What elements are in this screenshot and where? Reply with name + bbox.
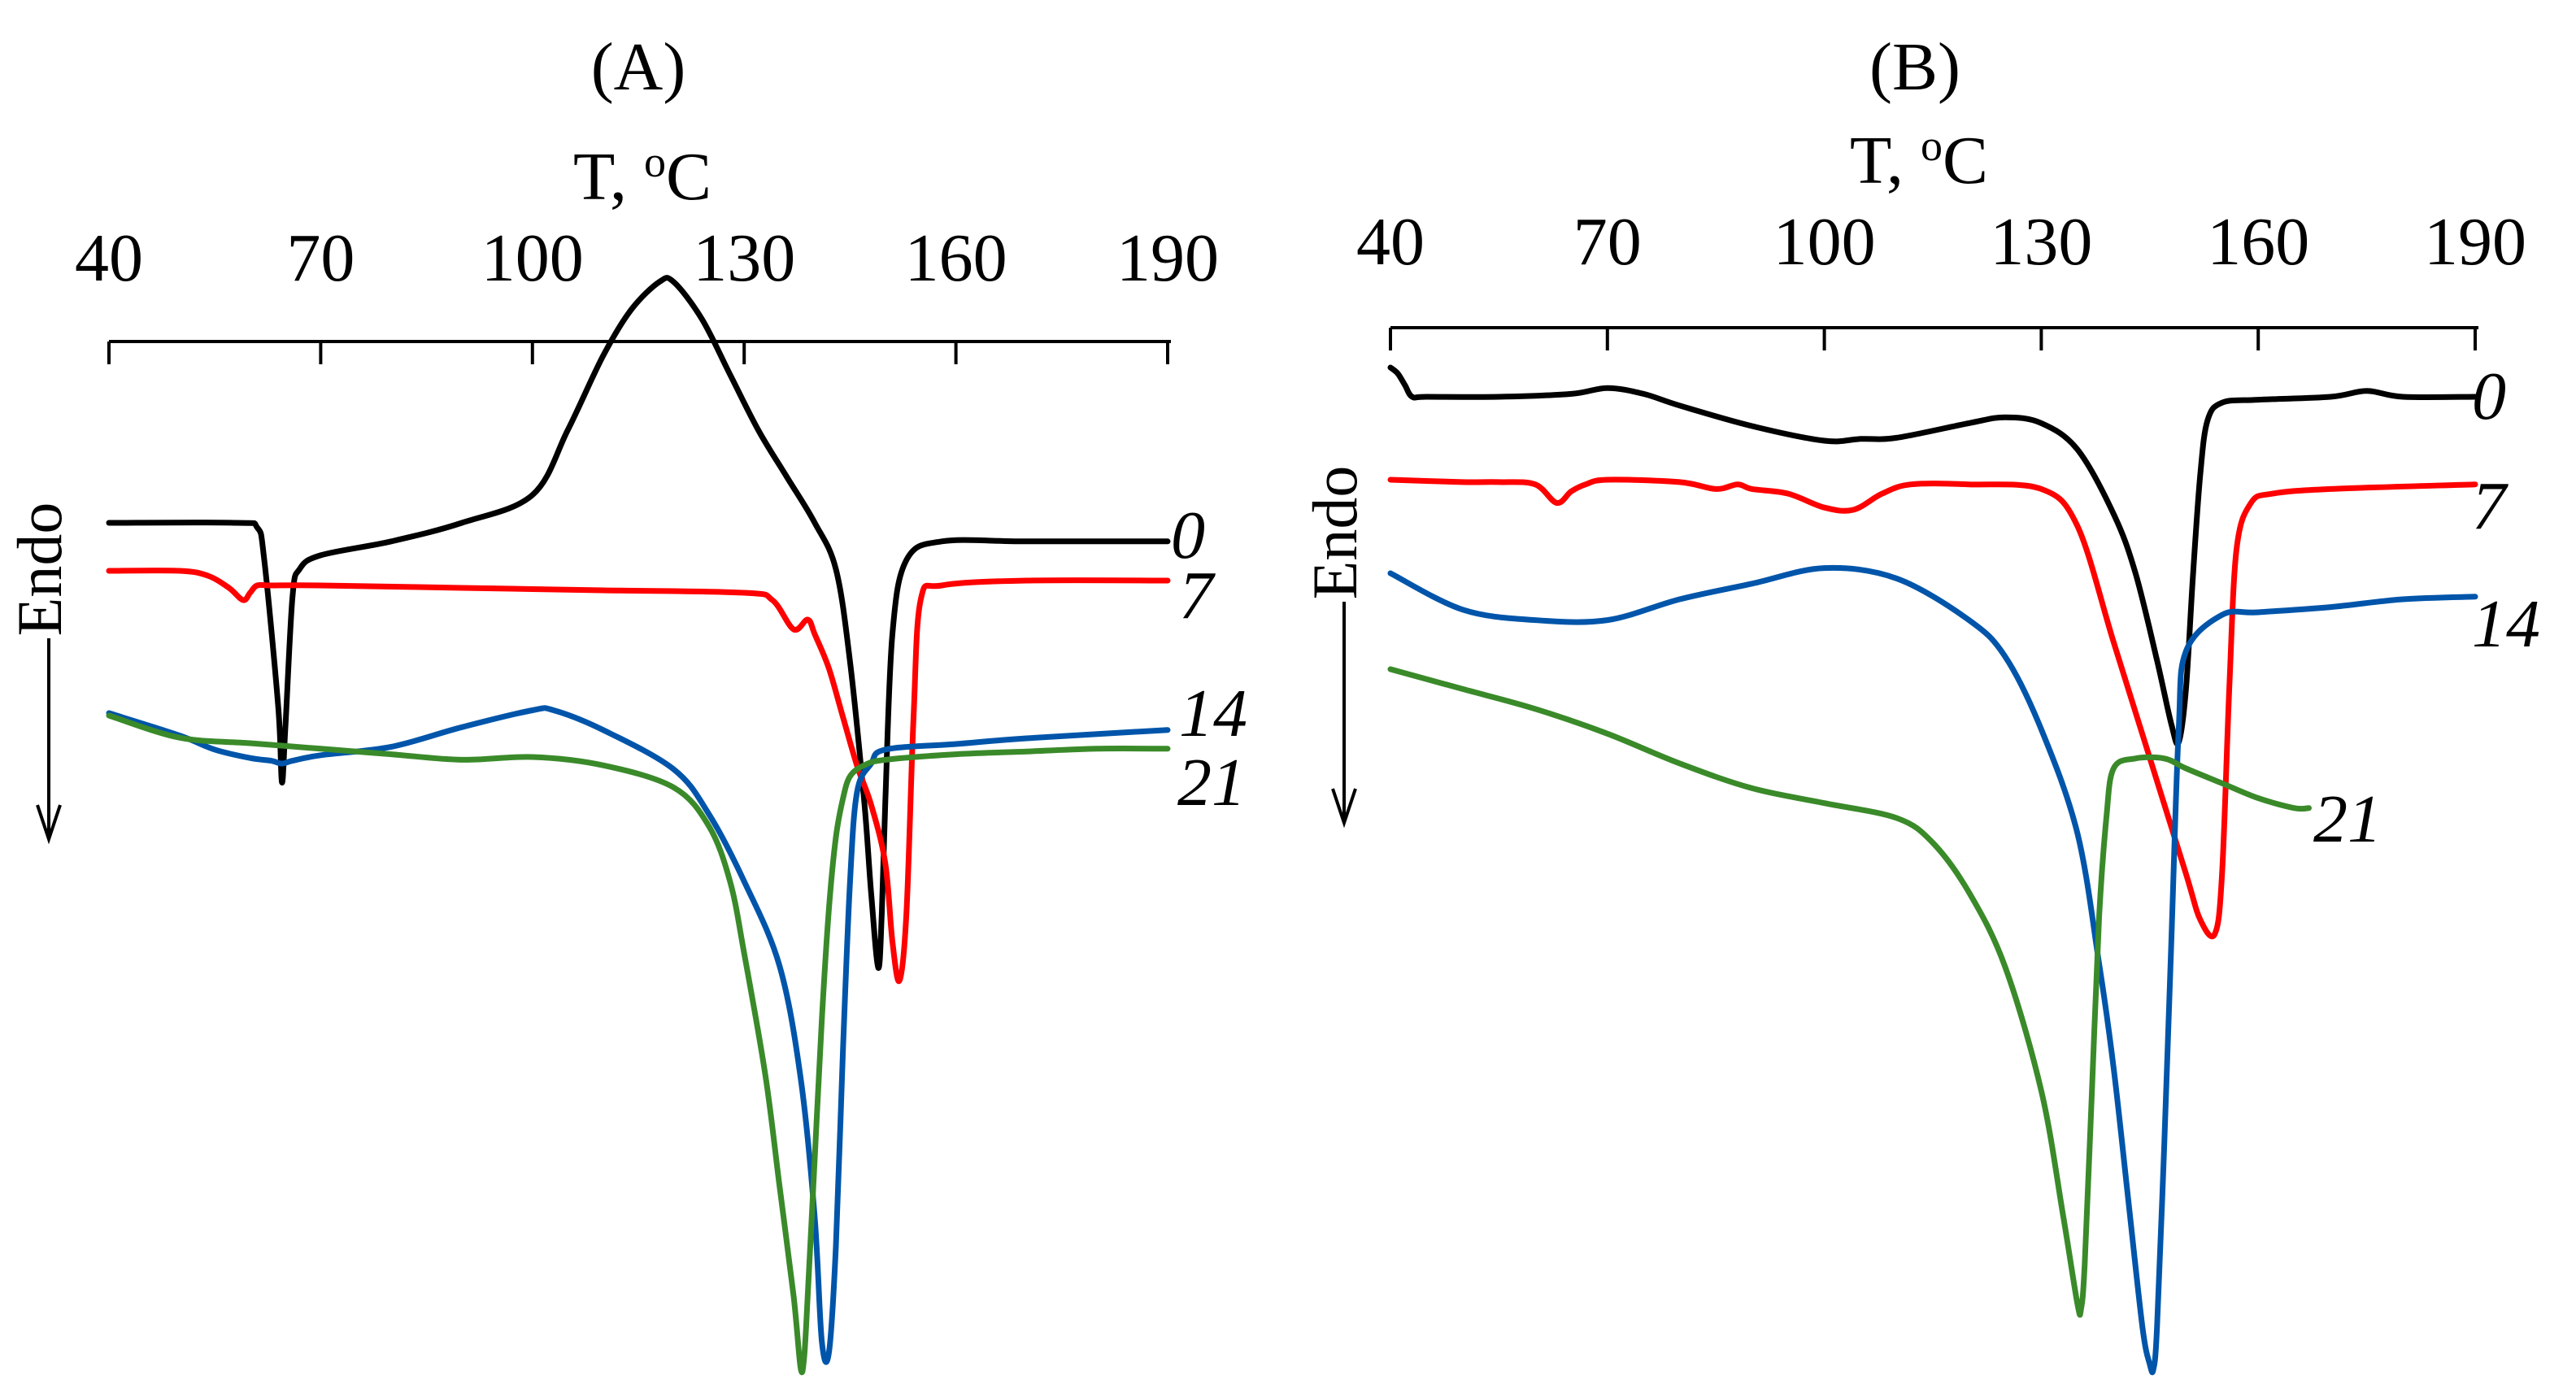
series-label-7: 7	[2472, 468, 2509, 544]
panel-title: (B)	[1869, 29, 1960, 105]
series-line-21	[106, 712, 1171, 1376]
series-label-0: 0	[2472, 359, 2506, 434]
x-tick-label: 70	[286, 220, 355, 296]
x-tick-label: 70	[1573, 204, 1642, 280]
endo-arrow-head	[1331, 788, 1357, 829]
series-line-14	[106, 705, 1171, 1365]
series-line-14	[1387, 564, 2478, 1376]
x-tick-label: 190	[1116, 220, 1219, 296]
series-label-21: 21	[1177, 745, 1246, 820]
series-label-14: 14	[1179, 676, 1247, 751]
series-line-7	[1387, 476, 2478, 940]
x-axis-label: T, oC	[1850, 121, 1988, 198]
series-line-21	[1387, 666, 2312, 1318]
x-tick-label: 160	[905, 220, 1007, 296]
series-label-14: 14	[2472, 586, 2540, 662]
series-line-7	[106, 568, 1171, 985]
x-tick-label: 40	[75, 220, 143, 296]
series-label-7: 7	[1179, 558, 1216, 633]
x-tick-label: 100	[481, 220, 584, 296]
endo-arrow-head	[36, 804, 62, 845]
series-label-0: 0	[1171, 498, 1205, 573]
x-axis-label: T, oC	[573, 137, 711, 215]
x-tick-label: 100	[1773, 204, 1876, 280]
panel-b: (B) T, oC 40 70 100 130 160 190 Endo 0 7 14 21	[1299, 29, 2540, 1376]
y-axis-label: Endo	[4, 503, 75, 637]
x-tick-label: 190	[2424, 204, 2526, 280]
series-label-21: 21	[2313, 781, 2382, 857]
x-tick-label: 160	[2207, 204, 2309, 280]
x-tick-label: 40	[1356, 204, 1425, 280]
panel-title: (A)	[591, 29, 686, 105]
y-axis-label: Endo	[1299, 466, 1370, 600]
series-line-0	[106, 275, 1171, 971]
x-tick-label: 130	[693, 220, 795, 296]
series-line-0	[1387, 364, 2478, 747]
x-tick-label: 130	[1990, 204, 2092, 280]
